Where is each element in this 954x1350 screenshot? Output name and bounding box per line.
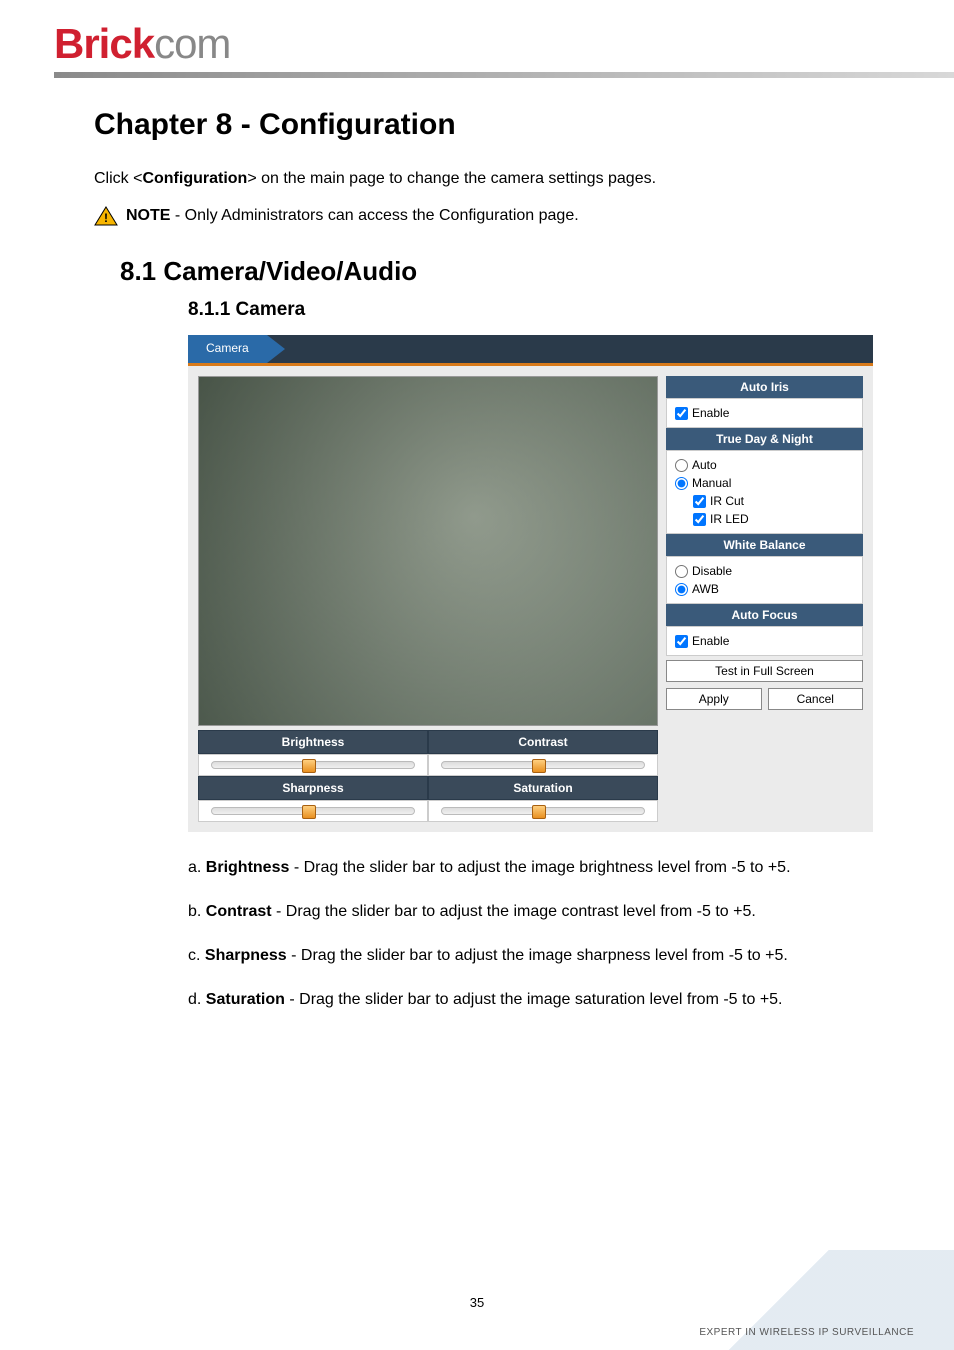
wb-disable-label: Disable [692, 564, 732, 578]
page-number: 35 [0, 1295, 954, 1310]
tdn-manual-label: Manual [692, 476, 731, 490]
sharpness-slider-label: Sharpness [198, 776, 428, 800]
brightness-slider-label: Brightness [198, 730, 428, 754]
test-full-screen-button[interactable]: Test in Full Screen [666, 660, 863, 682]
brightness-slider[interactable] [211, 761, 415, 769]
ir-cut-checkbox[interactable] [693, 495, 706, 508]
note-row: ! NOTE - Only Administrators can access … [94, 206, 860, 226]
wb-awb-radio[interactable] [675, 583, 688, 596]
svg-text:!: ! [104, 211, 108, 225]
ir-led-label: IR LED [710, 512, 749, 526]
description-item: d. Saturation - Drag the slider bar to a… [188, 988, 860, 1012]
saturation-slider[interactable] [441, 807, 645, 815]
intro-paragraph: Click <Configuration> on the main page t… [94, 170, 860, 188]
true-day-night-header: True Day & Night [666, 428, 863, 450]
ir-cut-label: IR Cut [710, 494, 744, 508]
tab-bar: Camera [188, 335, 873, 363]
footer-text: EXPERT IN WIRELESS IP SURVEILLANCE [699, 1327, 914, 1338]
ir-led-checkbox[interactable] [693, 513, 706, 526]
camera-preview [198, 376, 658, 726]
auto-iris-enable-checkbox[interactable] [675, 407, 688, 420]
subsection-title: 8.1.1 Camera [188, 299, 860, 321]
auto-iris-header: Auto Iris [666, 376, 863, 398]
tdn-auto-label: Auto [692, 458, 717, 472]
tab-camera[interactable]: Camera [188, 335, 267, 363]
apply-button[interactable]: Apply [666, 688, 762, 710]
chapter-title: Chapter 8 - Configuration [94, 108, 860, 142]
cancel-button[interactable]: Cancel [768, 688, 864, 710]
tdn-manual-radio[interactable] [675, 477, 688, 490]
wb-awb-label: AWB [692, 582, 719, 596]
auto-focus-enable-label: Enable [692, 634, 729, 648]
tdn-auto-radio[interactable] [675, 459, 688, 472]
logo: Brickcom [0, 0, 954, 78]
white-balance-header: White Balance [666, 534, 863, 556]
brightness-slider-thumb[interactable] [302, 759, 316, 773]
description-item: b. Contrast - Drag the slider bar to adj… [188, 900, 860, 924]
saturation-slider-thumb[interactable] [532, 805, 546, 819]
wb-disable-radio[interactable] [675, 565, 688, 578]
auto-focus-enable-checkbox[interactable] [675, 635, 688, 648]
contrast-slider[interactable] [441, 761, 645, 769]
sharpness-slider[interactable] [211, 807, 415, 815]
contrast-slider-thumb[interactable] [532, 759, 546, 773]
saturation-slider-label: Saturation [428, 776, 658, 800]
section-title: 8.1 Camera/Video/Audio [120, 256, 860, 287]
sharpness-slider-thumb[interactable] [302, 805, 316, 819]
logo-com: com [154, 20, 230, 67]
contrast-slider-label: Contrast [428, 730, 658, 754]
auto-iris-enable-label: Enable [692, 406, 729, 420]
description-item: c. Sharpness - Drag the slider bar to ad… [188, 944, 860, 968]
description-item: a. Brightness - Drag the slider bar to a… [188, 856, 860, 880]
logo-brick: Brick [54, 20, 154, 67]
camera-config-screenshot: Camera BrightnessContrastSharpnessSatura… [188, 335, 873, 832]
auto-focus-header: Auto Focus [666, 604, 863, 626]
warning-icon: ! [94, 206, 118, 226]
